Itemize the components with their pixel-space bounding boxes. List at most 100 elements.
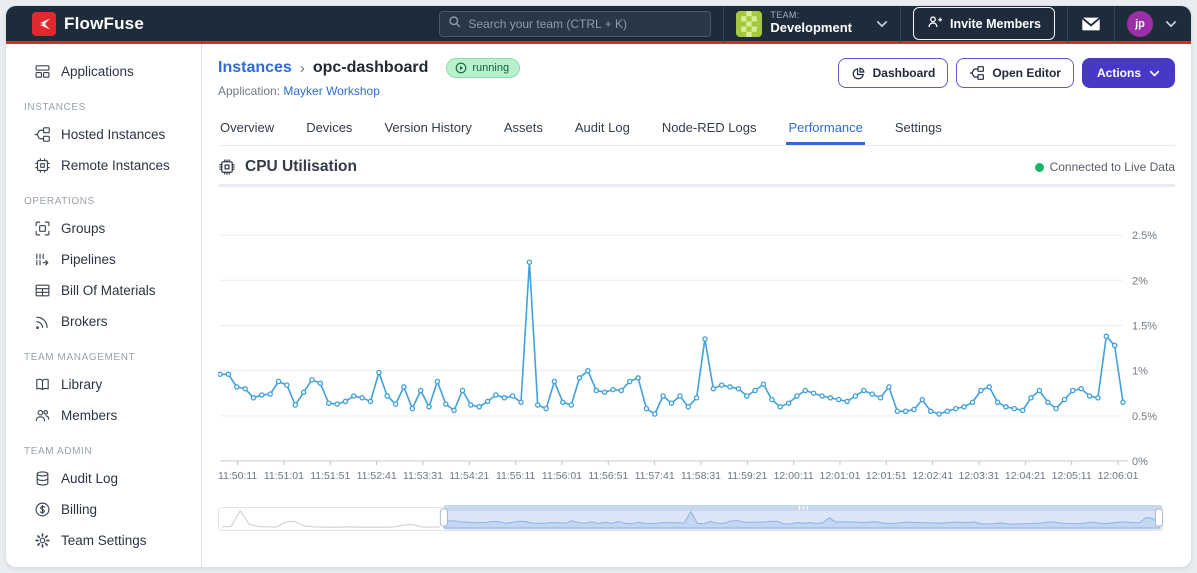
application-label: Application:	[218, 84, 281, 98]
tab-overview[interactable]: Overview	[220, 120, 275, 135]
x-axis-tick-label: 12:00:11	[774, 470, 814, 482]
brush-left-handle[interactable]	[439, 508, 448, 527]
dashboard-button[interactable]: Dashboard	[837, 58, 949, 88]
tab-audit-log[interactable]: Audit Log	[574, 120, 630, 135]
application-link[interactable]: Mayker Workshop	[283, 84, 380, 98]
pie-chart-icon	[852, 66, 865, 79]
x-axis-tick-label: 12:05:11	[1052, 470, 1092, 482]
team-search-box[interactable]	[439, 10, 712, 37]
sidebar-item-brokers[interactable]: Brokers	[6, 306, 201, 337]
main-content: Instances › opc-dashboard running Applic…	[202, 44, 1191, 567]
open-editor-button-label: Open Editor	[992, 66, 1061, 80]
sidebar-item-remote-instances[interactable]: Remote Instances	[6, 150, 201, 181]
x-axis-tick-label: 11:56:51	[588, 470, 628, 482]
groups-icon	[35, 221, 50, 236]
sidebar-item-label: Billing	[61, 502, 98, 517]
sidebar-section-instances: INSTANCES	[24, 102, 86, 113]
sidebar-item-bill-of-materials[interactable]: Bill Of Materials	[6, 275, 201, 306]
nav-divider	[899, 6, 901, 43]
team-selector[interactable]: TEAM: Development	[736, 10, 888, 37]
sidebar-item-label: Brokers	[61, 314, 108, 329]
team-chevron-down-icon[interactable]	[876, 15, 888, 33]
search-input[interactable]	[468, 16, 703, 31]
chevron-down-icon	[1149, 70, 1160, 77]
sidebar-item-label: Remote Instances	[61, 158, 170, 173]
sidebar-item-team-settings[interactable]: Team Settings	[6, 525, 201, 556]
sidebar-item-label: Groups	[61, 221, 106, 236]
sidebar-item-groups[interactable]: Groups	[6, 213, 201, 244]
remote-instances-icon	[35, 158, 50, 173]
tab-assets[interactable]: Assets	[503, 120, 543, 135]
y-axis-tick-label: 0%	[1132, 456, 1148, 468]
audit-log-icon	[36, 471, 49, 486]
team-name: Development	[770, 20, 852, 36]
flowfuse-logo-icon	[32, 11, 56, 36]
sidebar-item-label: Pipelines	[61, 252, 116, 267]
nav-divider	[1067, 6, 1068, 43]
sidebar-item-label: Members	[61, 408, 118, 423]
tab-settings[interactable]: Settings	[894, 120, 942, 135]
sidebar-section-team-admin: TEAM ADMIN	[24, 446, 93, 457]
cpu-line-chart: 0% 0.5% 1% 1.5% 2% 2.5% 11:50:11 11:51:01 11:51:…	[217, 230, 1157, 482]
dashboard-button-label: Dashboard	[872, 66, 936, 80]
y-axis-tick-label: 2.5%	[1132, 230, 1157, 242]
actions-button[interactable]: Actions	[1081, 58, 1175, 88]
hosted-instances-icon	[34, 127, 50, 142]
x-axis-tick-label: 12:01:01	[820, 470, 861, 482]
panel-header: CPU Utilisation Connected to Live Data	[218, 158, 1175, 187]
user-chevron-down-icon	[1165, 15, 1177, 33]
invite-members-button[interactable]: Invite Members	[912, 7, 1055, 40]
sidebar-item-members[interactable]: Members	[6, 400, 201, 431]
tab-devices[interactable]: Devices	[306, 120, 353, 135]
y-axis-tick-label: 1%	[1132, 366, 1148, 378]
search-icon	[448, 15, 461, 33]
tab-version-history[interactable]: Version History	[384, 120, 472, 135]
user-avatar: jp	[1127, 10, 1153, 37]
nav-divider	[723, 6, 725, 43]
x-axis-tick-label: 11:56:01	[542, 470, 582, 482]
sidebar-item-label: Applications	[61, 64, 134, 79]
sidebar-item-label: Library	[61, 377, 103, 392]
bill-of-materials-icon	[35, 284, 50, 297]
x-axis-tick-label: 11:51:51	[310, 470, 350, 482]
tab-performance[interactable]: Performance	[786, 112, 865, 145]
sidebar-item-applications[interactable]: Applications	[6, 56, 201, 87]
chart-brush-minimap[interactable]	[218, 504, 1163, 531]
chart-brush[interactable]	[218, 504, 1175, 536]
tab-node-red-logs[interactable]: Node-RED Logs	[661, 120, 757, 135]
sidebar: Applications INSTANCES Hosted Instances Rem…	[6, 44, 202, 567]
x-axis-tick-label: 11:57:41	[635, 470, 675, 482]
panel-title: CPU Utilisation	[245, 158, 357, 175]
nav-divider	[1114, 6, 1115, 43]
sidebar-section-operations: OPERATIONS	[24, 196, 95, 207]
x-axis-tick-label: 11:53:31	[403, 470, 443, 482]
billing-icon	[35, 502, 50, 517]
node-red-editor-icon	[970, 66, 985, 80]
flowfuse-logo[interactable]: FlowFuse	[32, 11, 144, 36]
x-axis-tick-label: 12:01:51	[866, 470, 907, 482]
sidebar-item-hosted-instances[interactable]: Hosted Instances	[6, 119, 201, 150]
x-axis-tick-label: 11:55:11	[496, 470, 535, 482]
x-axis-tick-label: 11:50:11	[218, 470, 257, 482]
live-status-label: Connected to Live Data	[1049, 160, 1175, 174]
sidebar-item-audit-log[interactable]: Audit Log	[6, 463, 201, 494]
team-label: TEAM:	[770, 10, 800, 21]
x-axis-tick-label: 11:58:31	[681, 470, 721, 482]
notifications-mail-button[interactable]	[1080, 15, 1102, 33]
team-settings-icon	[35, 533, 50, 548]
invite-members-label: Invite Members	[949, 16, 1041, 31]
top-navbar: FlowFuse TEAM: Development	[6, 6, 1191, 44]
application-line: Application: Mayker Workshop	[218, 84, 520, 98]
sidebar-item-pipelines[interactable]: Pipelines	[6, 244, 201, 275]
envelope-icon	[1080, 15, 1102, 32]
play-circle-icon	[456, 62, 467, 74]
brush-right-handle[interactable]	[1155, 508, 1163, 527]
library-icon	[36, 378, 49, 391]
open-editor-button[interactable]: Open Editor	[956, 58, 1074, 88]
breadcrumb-instances-link[interactable]: Instances	[218, 59, 292, 76]
user-menu[interactable]: jp	[1127, 10, 1177, 37]
x-axis-tick-label: 12:04:21	[1005, 470, 1046, 482]
person-plus-icon	[927, 14, 943, 33]
sidebar-item-billing[interactable]: Billing	[6, 494, 201, 525]
sidebar-item-library[interactable]: Library	[6, 369, 201, 400]
